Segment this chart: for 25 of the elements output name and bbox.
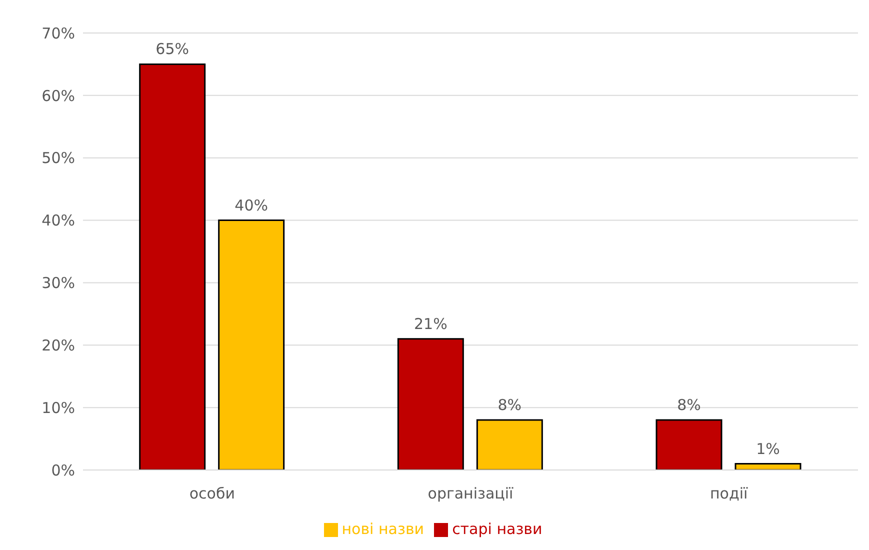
data-label: 8%	[498, 396, 522, 414]
data-label: 8%	[677, 396, 701, 414]
data-label: 21%	[414, 314, 448, 333]
bar	[656, 419, 722, 470]
y-tick-label: 20%	[42, 336, 75, 354]
data-label: 40%	[234, 196, 268, 214]
bar	[476, 419, 543, 470]
data-label: 65%	[156, 40, 190, 58]
bar	[397, 338, 464, 470]
legend-label: старі назви	[452, 520, 542, 538]
y-tick-label: 40%	[42, 212, 75, 230]
y-tick-label: 30%	[42, 274, 75, 292]
bar	[139, 63, 206, 470]
y-tick-label: 70%	[42, 24, 75, 42]
y-tick-label: 10%	[42, 398, 75, 417]
bar	[734, 463, 802, 470]
data-label: 1%	[756, 440, 780, 458]
y-tick-label: 0%	[51, 461, 75, 480]
x-tick-label: організації	[428, 484, 514, 503]
x-tick-label: особи	[189, 484, 235, 503]
bar	[218, 220, 285, 470]
legend-label: нові назви	[342, 520, 424, 538]
x-tick-label: події	[710, 484, 749, 503]
y-tick-label: 60%	[42, 86, 75, 105]
y-tick-label: 50%	[42, 149, 75, 168]
